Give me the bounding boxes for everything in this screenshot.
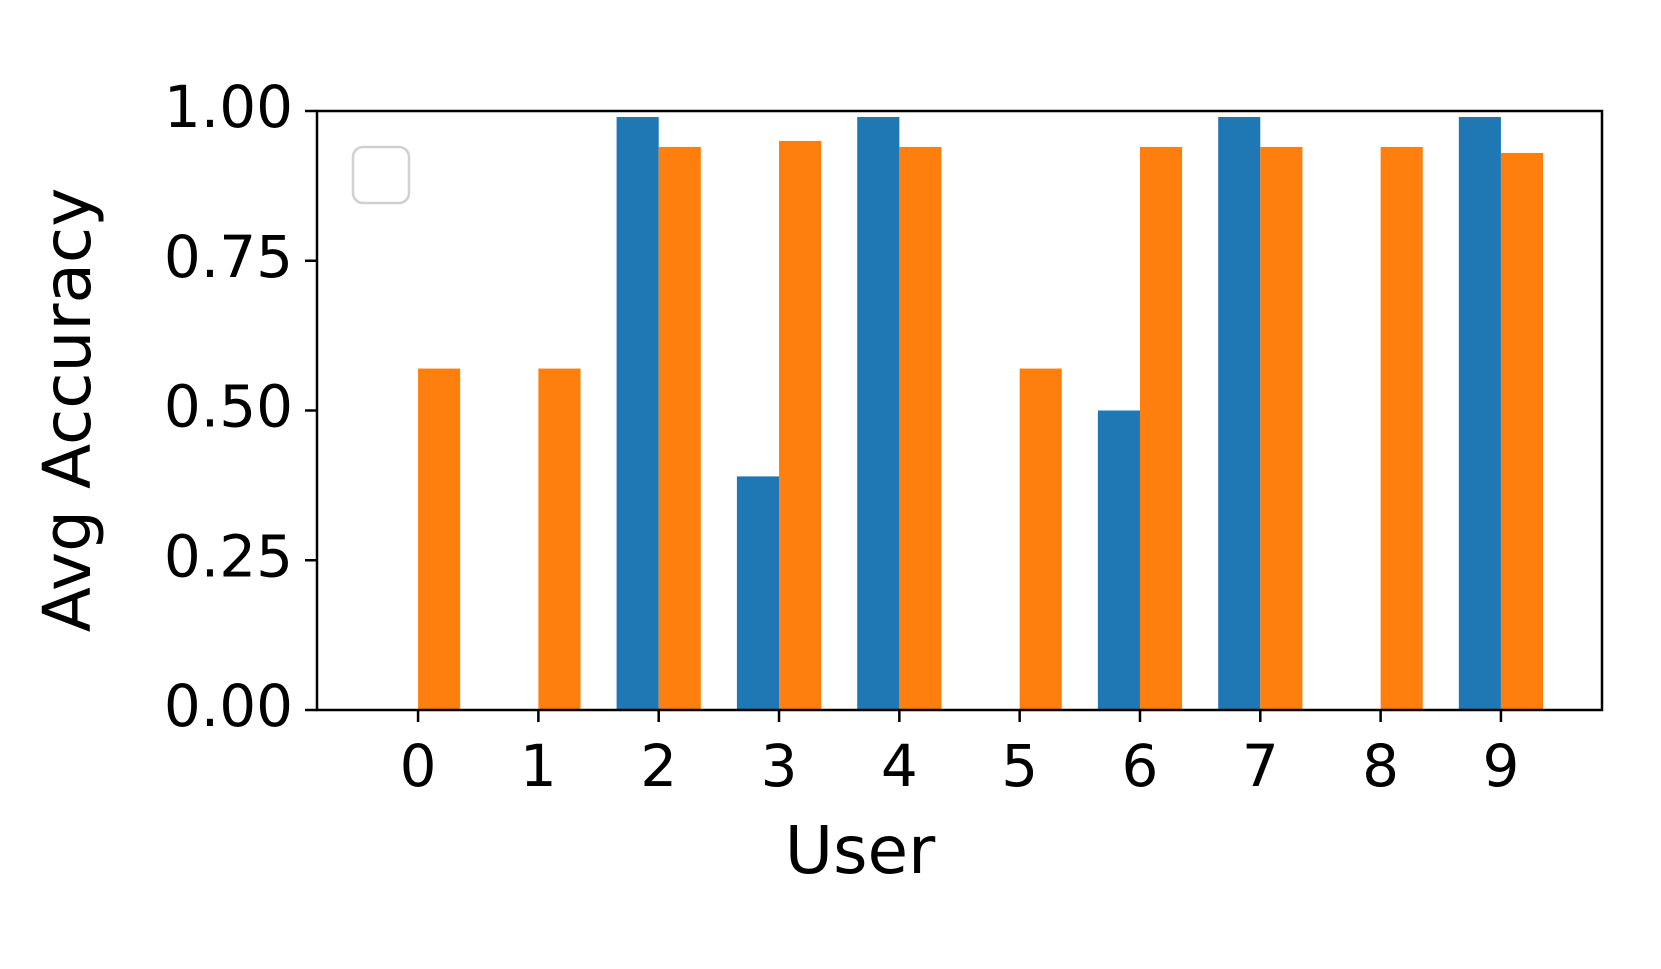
y-tick-label: 0.25: [164, 522, 293, 590]
bar: [1097, 410, 1140, 710]
x-tick-label: 5: [1001, 732, 1038, 800]
x-tick-label: 6: [1122, 732, 1159, 800]
x-tick-label: 4: [881, 732, 918, 800]
y-tick-label: 1.00: [164, 73, 293, 141]
bar: [1218, 116, 1261, 711]
x-tick-label: 2: [640, 732, 677, 800]
bar: [1380, 146, 1423, 710]
y-axis-label: Avg Accuracy: [29, 188, 106, 633]
bar: [616, 116, 659, 711]
bar: [658, 146, 701, 710]
x-axis-label: User: [785, 812, 936, 889]
y-tick-label: 0.50: [164, 373, 293, 441]
x-tick-label: 8: [1362, 732, 1399, 800]
bar: [418, 368, 461, 710]
bar: [899, 146, 942, 710]
bar: [736, 476, 780, 710]
bar: [1500, 152, 1544, 710]
bar: [1260, 146, 1303, 710]
x-tick-label: 0: [400, 732, 437, 800]
bar: [779, 140, 822, 710]
y-tick-label: 0.75: [164, 223, 293, 291]
y-tick-label: 0.00: [164, 672, 293, 740]
plot-frame: [315, 109, 1604, 712]
x-tick-label: 3: [761, 732, 798, 800]
bar: [538, 368, 581, 710]
bar: [857, 116, 900, 711]
bar: [1458, 116, 1501, 711]
x-tick-label: 1: [520, 732, 557, 800]
x-tick-label: 9: [1482, 732, 1519, 800]
bar: [1139, 146, 1183, 710]
legend-box: [351, 145, 411, 205]
x-tick-label: 7: [1242, 732, 1279, 800]
bar: [1019, 368, 1062, 710]
